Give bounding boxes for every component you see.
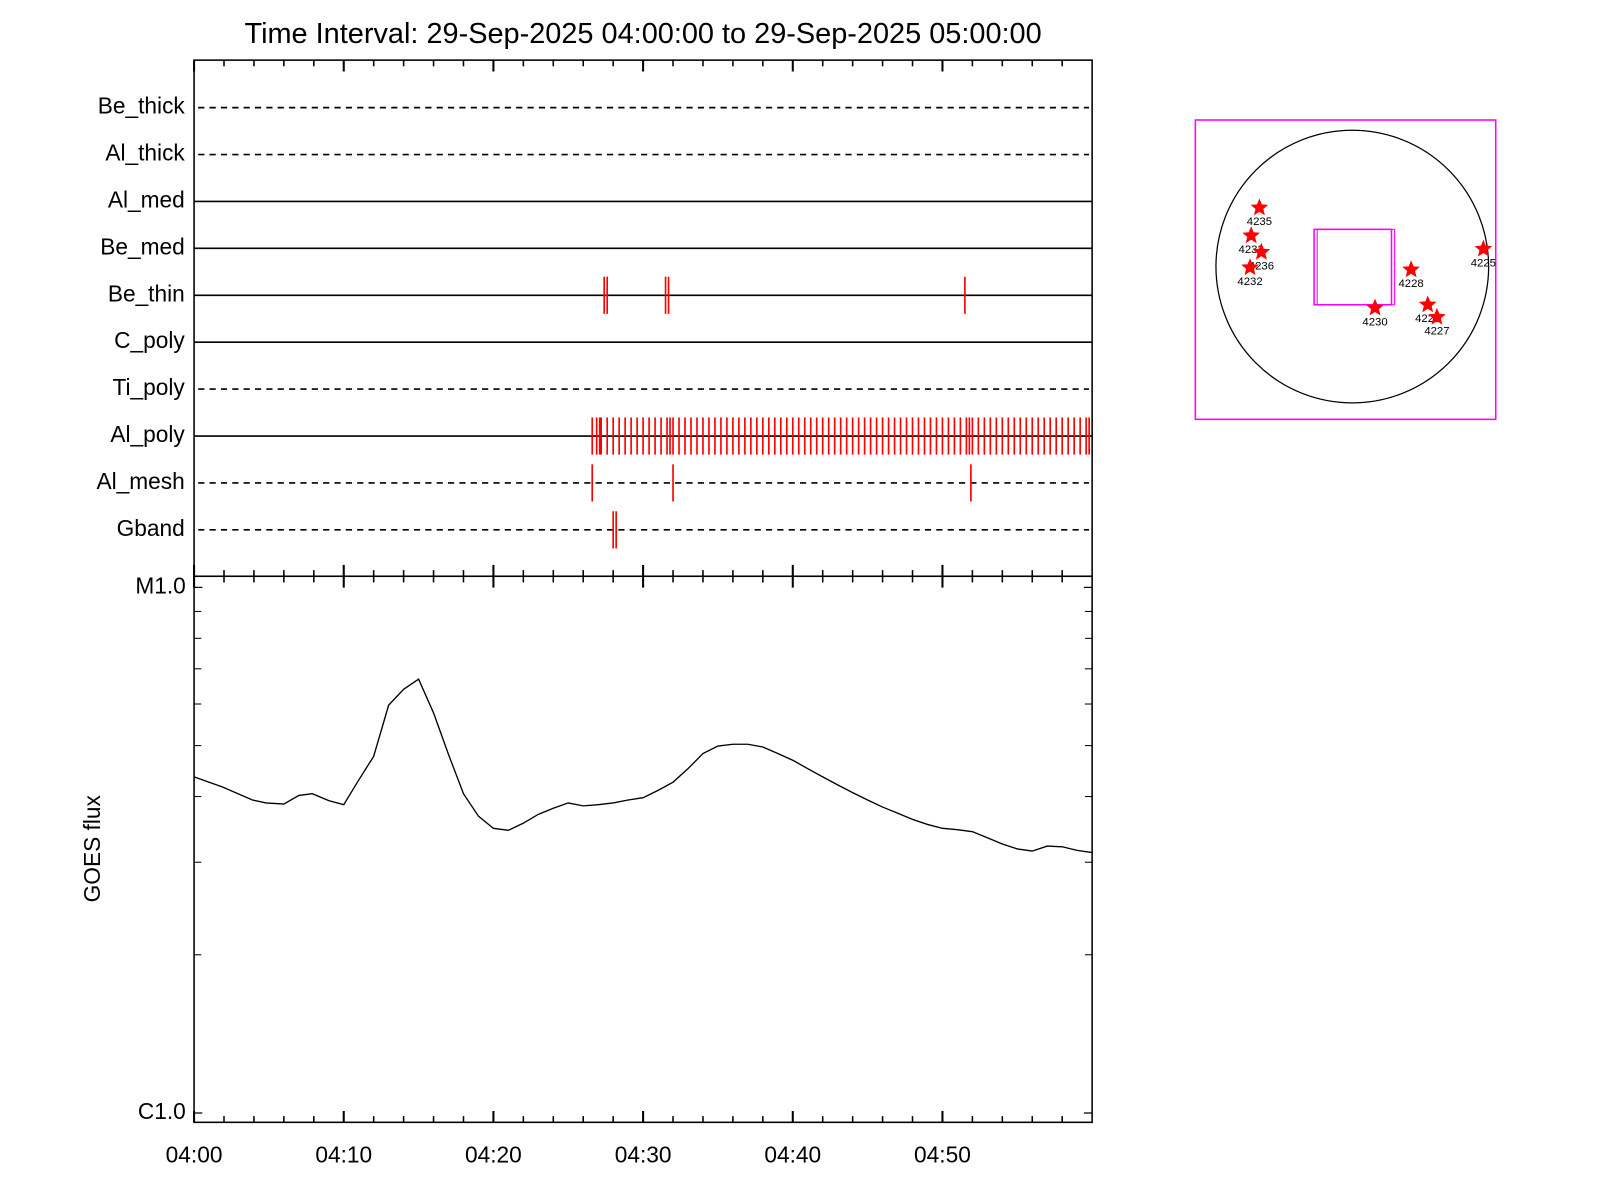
region-marker: [1242, 226, 1261, 244]
solar-limb: [1215, 129, 1490, 404]
region-marker: [1250, 198, 1269, 216]
region-marker: [1474, 239, 1493, 257]
row-label: Al_thick: [105, 140, 185, 166]
row-label: Be_thick: [98, 93, 186, 119]
region-label: 4230: [1362, 316, 1387, 328]
region-marker: [1418, 295, 1437, 313]
row-label: Be_thin: [108, 280, 185, 306]
x-tick-label: 04:50: [914, 1141, 971, 1167]
x-tick-label: 04:20: [465, 1141, 522, 1167]
goes-curve: [193, 678, 1093, 854]
y-axis-label: GOES flux: [79, 795, 105, 903]
region-label: 4235: [1247, 216, 1272, 228]
field-of-view: [1313, 228, 1393, 306]
region-marker: [1428, 307, 1446, 325]
region-label: 4236: [1249, 261, 1274, 273]
x-tick-label: 04:00: [166, 1141, 223, 1167]
chart-title: Time Interval: 29-Sep-2025 04:00:00 to 2…: [245, 18, 1042, 50]
field-of-view-shadow: [1316, 228, 1396, 306]
map-frame: [1194, 119, 1497, 421]
region-label: 4228: [1398, 278, 1423, 290]
x-tick-label: 04:30: [615, 1141, 672, 1167]
region-marker: [1402, 260, 1420, 278]
row-label: Be_med: [100, 233, 185, 259]
region-label: 4227: [1424, 326, 1449, 338]
row-label: Gband: [117, 515, 185, 541]
region-marker: [1366, 298, 1384, 316]
x-tick-label: 04:10: [315, 1141, 372, 1167]
row-label: C_poly: [114, 327, 185, 353]
panel-frame: [193, 575, 1093, 1124]
row-label: Al_poly: [110, 421, 185, 447]
region-marker: [1252, 242, 1271, 260]
row-label: Al_mesh: [96, 468, 184, 494]
region-label: 4225: [1471, 257, 1496, 269]
region-marker: [1241, 258, 1259, 276]
x-tick-label: 04:40: [764, 1141, 821, 1167]
row-label: Ti_poly: [112, 374, 185, 400]
row-label: Al_med: [108, 186, 185, 212]
panel-frame: [193, 59, 1093, 578]
y-tick-label: M1.0: [135, 572, 185, 598]
y-tick-label: C1.0: [138, 1098, 186, 1124]
region-label: 4232: [1237, 276, 1262, 288]
